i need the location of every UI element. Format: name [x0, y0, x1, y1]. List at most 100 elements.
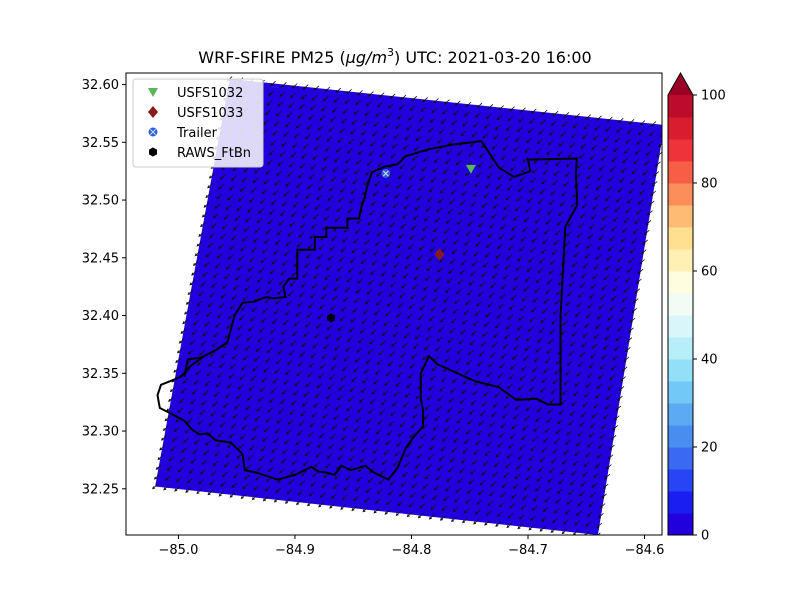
wind-arrow [603, 275, 609, 281]
wind-arrow [526, 336, 532, 342]
wind-arrow [648, 200, 655, 206]
wind-arrow [235, 394, 242, 400]
wind-arrow [197, 360, 203, 366]
wind-arrow [418, 443, 425, 449]
wind-arrow [276, 418, 283, 424]
wind-arrow [392, 143, 398, 149]
wind-arrow [596, 453, 603, 459]
wind-arrow [437, 396, 444, 402]
wind-arrow [589, 224, 595, 230]
wind-arrow [571, 132, 577, 138]
wind-arrow [379, 152, 386, 158]
wind-arrow [188, 408, 195, 414]
wind-arrow [353, 238, 359, 244]
wind-arrow [506, 383, 513, 390]
wind-arrow [426, 266, 433, 272]
wind-arrow [578, 292, 584, 298]
wind-arrow [480, 341, 487, 347]
wind-arrow [205, 192, 212, 199]
wind-arrow [523, 286, 529, 292]
wind-arrow [479, 480, 486, 486]
wind-arrow [422, 483, 429, 490]
wind-arrow [541, 308, 548, 314]
wind-arrow [237, 324, 243, 331]
wind-arrow [625, 138, 632, 144]
wind-arrow [575, 242, 581, 248]
wind-arrow [564, 509, 571, 515]
wind-arrow [531, 237, 538, 243]
wind-arrow [550, 120, 557, 126]
wind-arrow [604, 265, 611, 271]
wind-arrow [599, 364, 606, 370]
wind-arrow [475, 241, 481, 247]
wind-arrow [288, 102, 295, 108]
wind-arrow [522, 157, 529, 163]
wind-arrow [295, 499, 302, 506]
wind-arrow [255, 346, 262, 352]
wind-arrow [630, 178, 636, 184]
wind-arrow [585, 452, 592, 458]
wind-arrow [504, 463, 511, 469]
wind-arrow [464, 111, 470, 117]
wind-arrow [390, 153, 397, 159]
wind-arrow [264, 486, 271, 492]
wind-arrow [457, 150, 464, 156]
wind-arrow [555, 160, 562, 167]
wind-arrow [604, 404, 611, 410]
wind-arrow [583, 193, 589, 199]
wind-arrow [307, 183, 313, 190]
wind-arrow [491, 411, 497, 418]
wind-arrow [316, 383, 323, 389]
wind-arrow [372, 319, 379, 325]
wind-arrow [407, 373, 414, 379]
wind-arrow [598, 373, 604, 380]
wind-arrow [358, 397, 365, 403]
wind-arrow [342, 425, 349, 431]
wind-arrow [441, 307, 448, 313]
wind-arrow [607, 315, 614, 321]
wind-arrow [338, 256, 345, 262]
wind-arrow [245, 464, 252, 470]
wind-arrow [582, 471, 588, 477]
wind-arrow [234, 275, 241, 281]
wind-arrow [352, 307, 358, 313]
wind-arrow [226, 323, 232, 329]
wind-arrow [510, 364, 516, 370]
wind-arrow [598, 443, 604, 449]
wind-arrow [626, 337, 633, 343]
wind-arrow [291, 271, 298, 277]
wind-arrow [364, 497, 370, 503]
wind-arrow [628, 327, 634, 333]
wind-arrow [464, 369, 471, 375]
wind-arrow [407, 184, 413, 190]
wind-arrow [235, 334, 242, 340]
wind-arrow [323, 344, 330, 350]
wind-arrow [396, 312, 402, 318]
wind-arrow [446, 476, 453, 482]
wind-arrow [463, 180, 469, 186]
wind-arrow [420, 235, 427, 241]
wind-arrow [309, 233, 316, 239]
wind-arrow [514, 404, 521, 410]
wind-arrow [371, 389, 378, 395]
legend-label: Trailer [176, 126, 218, 141]
wind-arrow [601, 354, 608, 360]
wind-arrow [460, 329, 466, 335]
wind-arrow [596, 522, 603, 528]
wind-arrow [169, 386, 176, 393]
wind-arrow [443, 496, 449, 502]
wind-arrow [402, 471, 408, 477]
wind-arrow [518, 117, 525, 123]
wind-arrow [267, 407, 273, 413]
wind-arrow [354, 486, 361, 492]
wind-arrow [236, 265, 243, 271]
wind-arrow [378, 221, 385, 227]
wind-arrow [337, 266, 343, 272]
wind-arrow [377, 419, 384, 425]
wind-arrow [571, 331, 578, 337]
wind-arrow [375, 429, 382, 435]
wind-arrow [450, 318, 457, 324]
wind-arrow [234, 463, 241, 469]
wind-arrow [409, 234, 416, 240]
wind-arrow [543, 229, 550, 235]
